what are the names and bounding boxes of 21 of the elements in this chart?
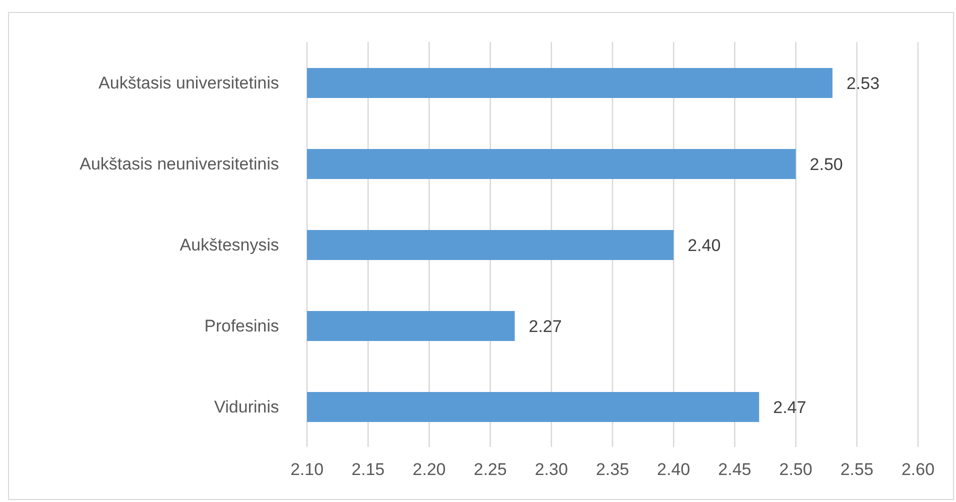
data-label: 2.40 xyxy=(688,236,721,255)
y-tick-label: Aukštesnysis xyxy=(180,236,279,255)
x-tick-label: 2.45 xyxy=(718,460,752,480)
data-label: 2.27 xyxy=(528,316,562,336)
x-tick-label: 2.20 xyxy=(412,460,446,480)
x-tick-label: 2.30 xyxy=(534,460,568,480)
x-tick-label: 2.60 xyxy=(901,460,935,480)
y-tick-label: Aukštasis universitetinis xyxy=(98,74,279,93)
x-tick-label: 2.50 xyxy=(779,460,812,480)
y-tick-label: Vidurinis xyxy=(214,398,279,417)
y-tick-label: Aukštasis neuniversitetinis xyxy=(80,154,279,174)
data-label: 2.50 xyxy=(810,154,843,174)
x-tick-label: 2.35 xyxy=(596,460,630,480)
x-tick-label: 2.25 xyxy=(474,460,507,480)
x-tick-label: 2.40 xyxy=(657,460,690,480)
data-label: 2.47 xyxy=(773,398,806,417)
x-tick-label: 2.10 xyxy=(290,460,324,480)
data-label: 2.53 xyxy=(846,74,880,93)
y-tick-label: Profesinis xyxy=(204,316,279,336)
x-tick-label: 2.15 xyxy=(352,460,385,480)
x-tick-label: 2.55 xyxy=(840,460,874,480)
